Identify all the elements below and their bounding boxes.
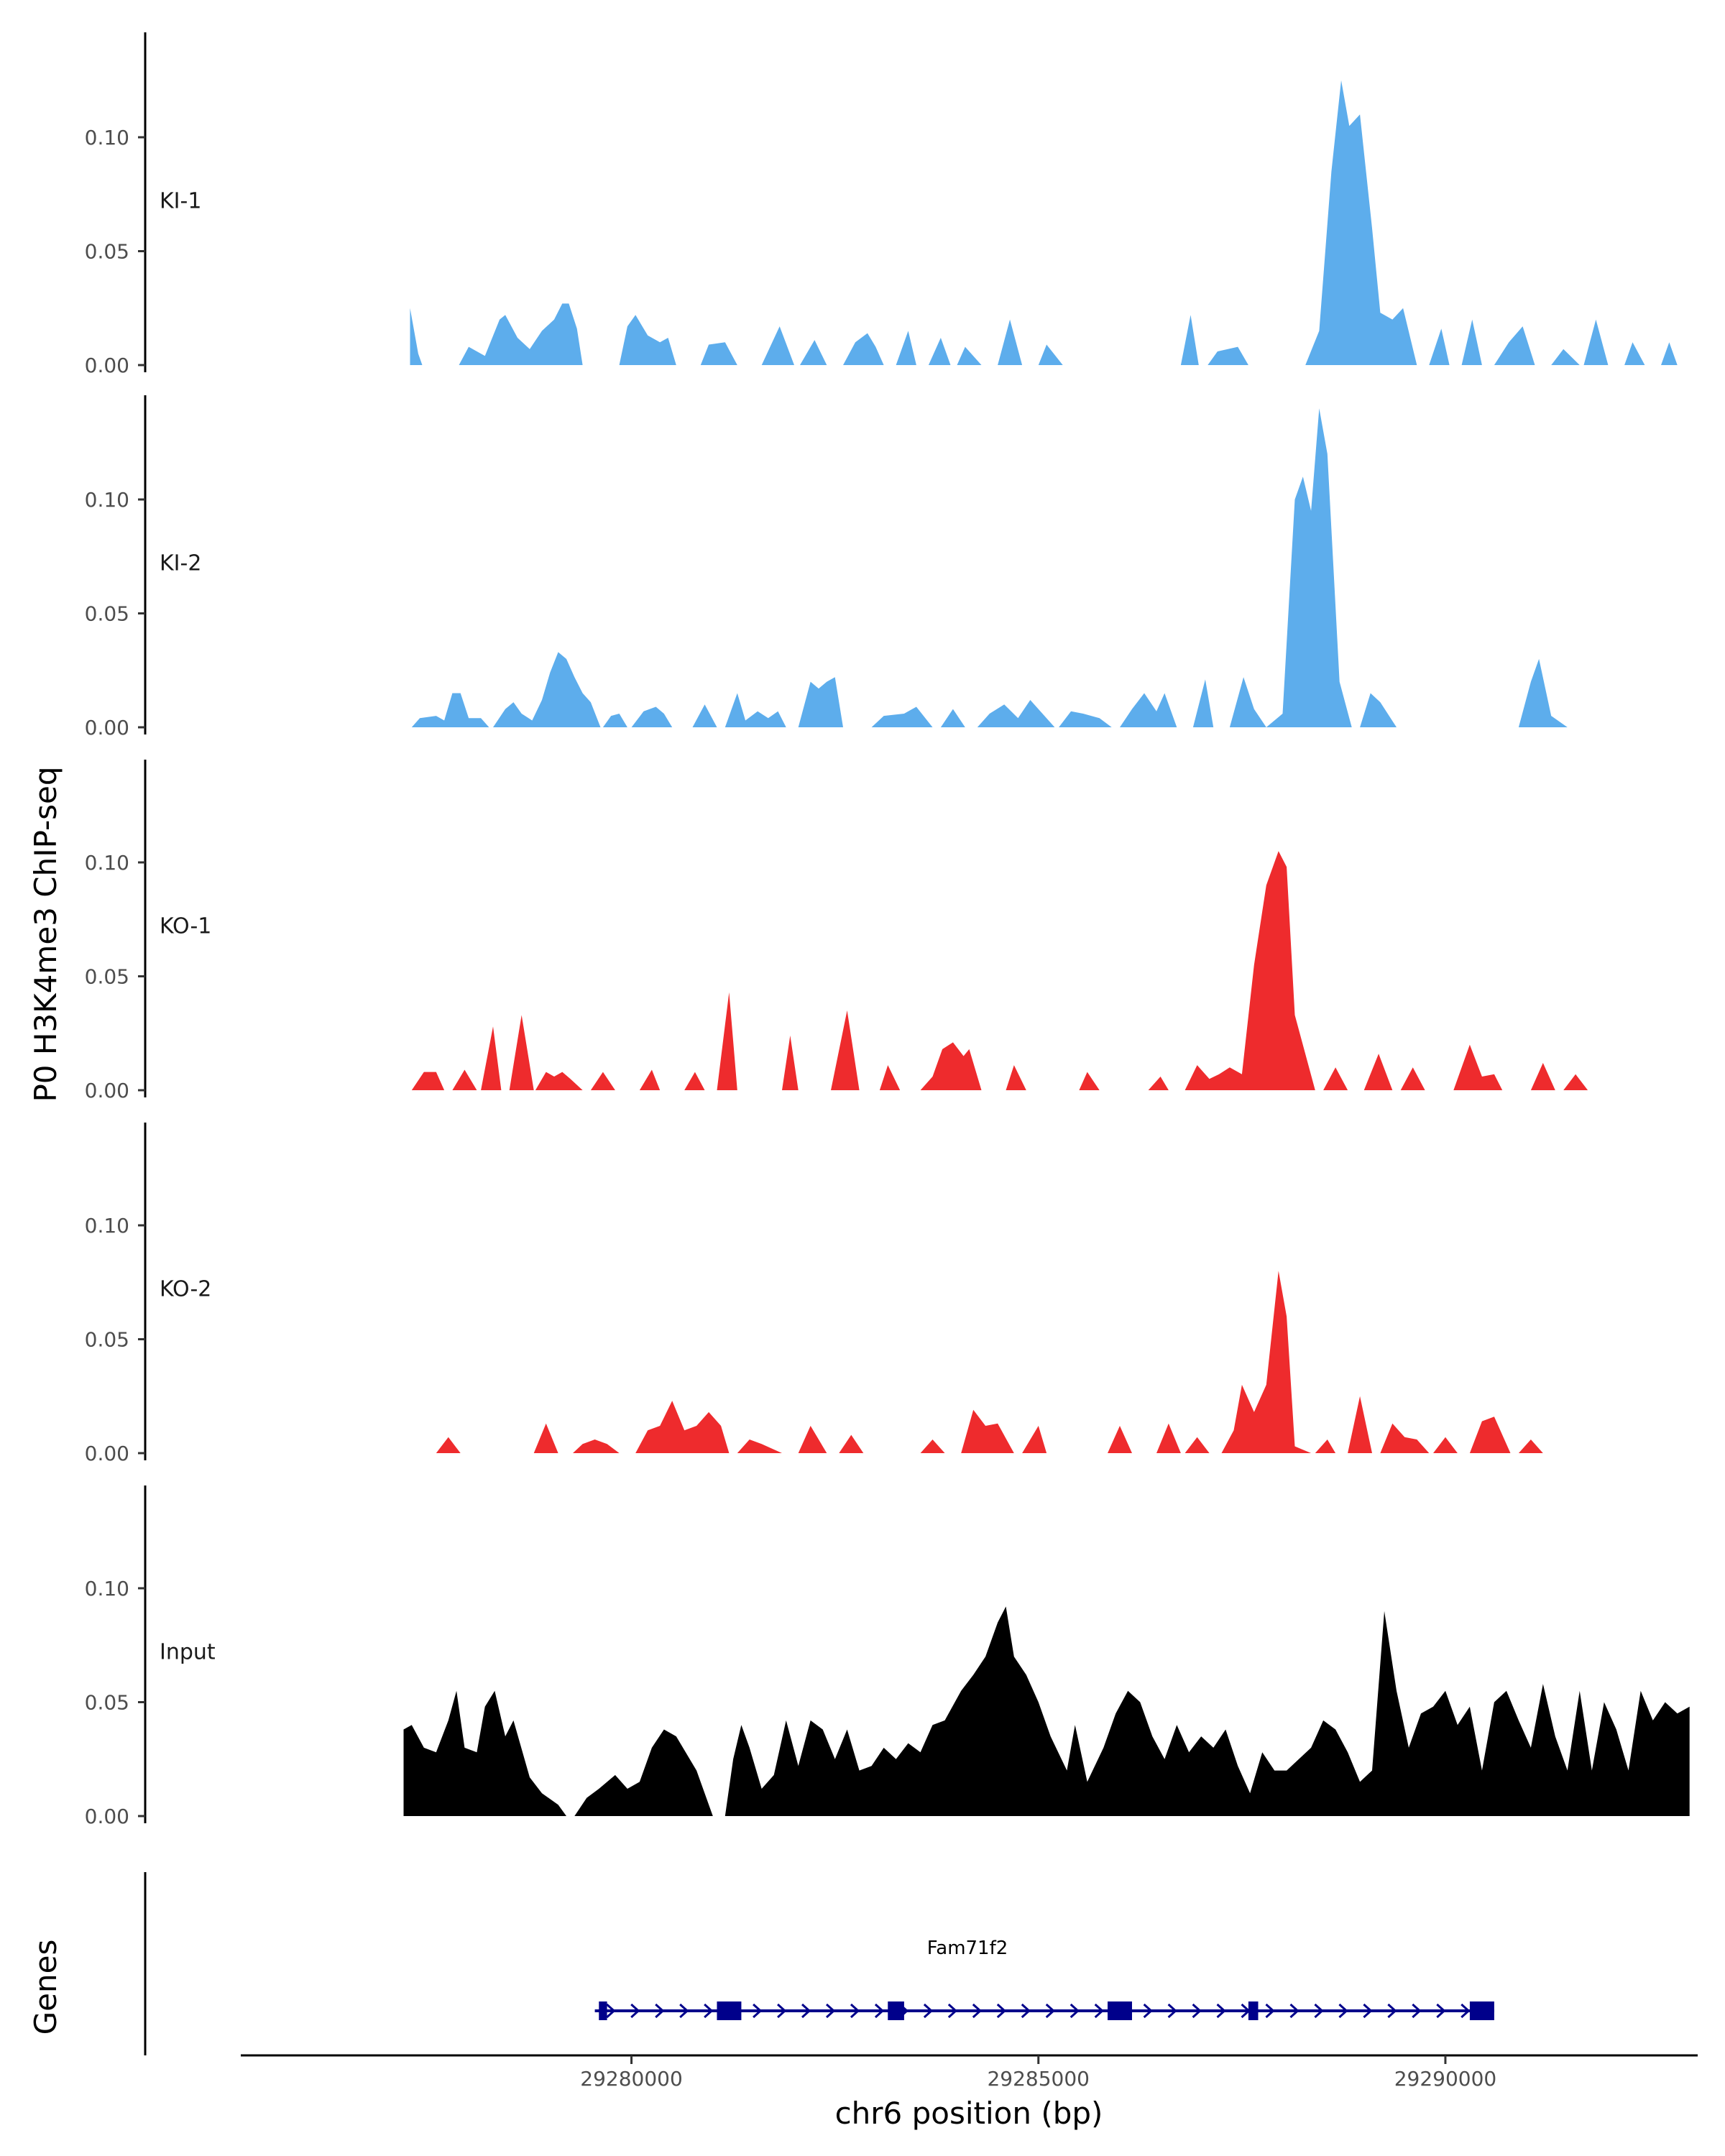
genes-panel: Genes Fam71f2	[28, 1872, 1494, 2055]
strand-chevron-icon	[923, 2003, 934, 2019]
strand-chevron-icon	[1412, 2003, 1422, 2019]
x-tick-label: 29290000	[1394, 2067, 1497, 2091]
strand-chevron-icon	[1070, 2003, 1080, 2019]
signal-area-ko-1	[411, 851, 1588, 1090]
y-tick-label: 0.05	[85, 965, 129, 989]
y-tick-label: 0.00	[85, 1805, 129, 1828]
y-tick-label: 0.00	[85, 716, 129, 740]
genes-panel-title: Genes	[28, 1940, 63, 2035]
gene-model-fam71f2	[594, 2001, 1494, 2020]
track-input: 0.00 0.05 0.10 Input	[85, 1485, 1690, 1828]
strand-chevron-icon	[1192, 2003, 1202, 2019]
strand-chevron-icon	[1436, 2003, 1446, 2019]
signal-area-ko-2	[436, 1271, 1543, 1453]
strand-chevron-icon	[947, 2003, 958, 2019]
strand-chevron-icon	[1460, 2003, 1471, 2019]
signal-area-ki-2	[411, 408, 1568, 727]
strand-chevron-icon	[1143, 2003, 1153, 2019]
strand-chevron-icon	[704, 2003, 714, 2019]
track-ki-2: 0.00 0.05 0.10 KI-2	[85, 395, 1568, 740]
strand-chevron-icon	[1094, 2003, 1104, 2019]
y-tick-label: 0.00	[85, 1442, 129, 1465]
strand-chevron-icon	[630, 2003, 640, 2019]
y-tick-label: 0.00	[85, 1079, 129, 1102]
exon-block	[599, 2001, 607, 2020]
strand-chevron-icon	[1265, 2003, 1275, 2019]
gene-name-label: Fam71f2	[927, 1938, 1008, 1959]
strand-chevron-icon	[801, 2003, 811, 2019]
y-axis-title: P0 H3K4me3 ChIP-seq	[28, 766, 63, 1102]
strand-chevron-icon	[825, 2003, 836, 2019]
strand-chevron-icon	[1314, 2003, 1324, 2019]
x-axis: 29280000 29285000 29290000 chr6 position (…	[241, 2054, 1698, 2131]
x-axis-ticks: 29280000 29285000 29290000	[580, 2055, 1496, 2091]
exon-block	[1108, 2001, 1132, 2020]
signal-tracks: 0.00 0.05 0.10 KI-1 0.00 0.05 0.10 KI-2 0.00 0.05…	[85, 32, 1690, 1828]
x-tick-label: 29280000	[580, 2067, 683, 2091]
strand-chevron-icon	[1363, 2003, 1373, 2019]
strand-chevron-icon	[1167, 2003, 1177, 2019]
y-tick-label: 0.10	[85, 1577, 129, 1600]
strand-chevron-icon	[679, 2003, 689, 2019]
track-ko-2: 0.00 0.05 0.10 KO-2	[85, 1123, 1543, 1465]
strand-chevron-icon	[753, 2003, 763, 2019]
track-ki-1: 0.00 0.05 0.10 KI-1	[85, 32, 1678, 377]
track-label: KI-1	[160, 188, 201, 213]
signal-area-input	[403, 1606, 1690, 1816]
strand-chevron-icon	[1045, 2003, 1055, 2019]
y-tick-label: 0.10	[85, 851, 129, 875]
y-tick-label: 0.00	[85, 354, 129, 377]
y-tick-label: 0.05	[85, 602, 129, 626]
strand-chevron-icon	[996, 2003, 1007, 2019]
track-label: KO-2	[160, 1276, 211, 1302]
strand-chevron-icon	[655, 2003, 665, 2019]
strand-chevron-icon	[874, 2003, 885, 2019]
strand-chevron-icon	[850, 2003, 860, 2019]
x-axis-title: chr6 position (bp)	[835, 2096, 1103, 2131]
exon-block	[717, 2001, 742, 2020]
y-tick-label: 0.10	[85, 1214, 129, 1238]
y-tick-label: 0.05	[85, 1328, 129, 1352]
strand-chevron-icon	[1216, 2003, 1226, 2019]
strand-chevron-icon	[1387, 2003, 1397, 2019]
strand-chevron-icon	[1289, 2003, 1300, 2019]
y-tick-label: 0.10	[85, 126, 129, 149]
track-label: KO-1	[160, 913, 211, 939]
exon-block	[1248, 2001, 1259, 2020]
track-ko-1: 0.00 0.05 0.10 KO-1	[85, 760, 1588, 1102]
exon-block	[1469, 2001, 1494, 2020]
y-tick-label: 0.10	[85, 488, 129, 512]
strand-chevron-icon	[606, 2003, 616, 2019]
strand-chevron-icon	[777, 2003, 787, 2019]
signal-area-ki-1	[410, 80, 1678, 366]
y-tick-label: 0.05	[85, 1691, 129, 1715]
strand-chevron-icon	[1338, 2003, 1348, 2019]
exon-block	[888, 2001, 904, 2020]
x-tick-label: 29285000	[987, 2067, 1090, 2091]
y-tick-label: 0.05	[85, 240, 129, 264]
strand-chevron-icon	[1021, 2003, 1031, 2019]
track-label: Input	[160, 1639, 216, 1664]
strand-chevron-icon	[972, 2003, 983, 2019]
track-label: KI-2	[160, 550, 201, 576]
